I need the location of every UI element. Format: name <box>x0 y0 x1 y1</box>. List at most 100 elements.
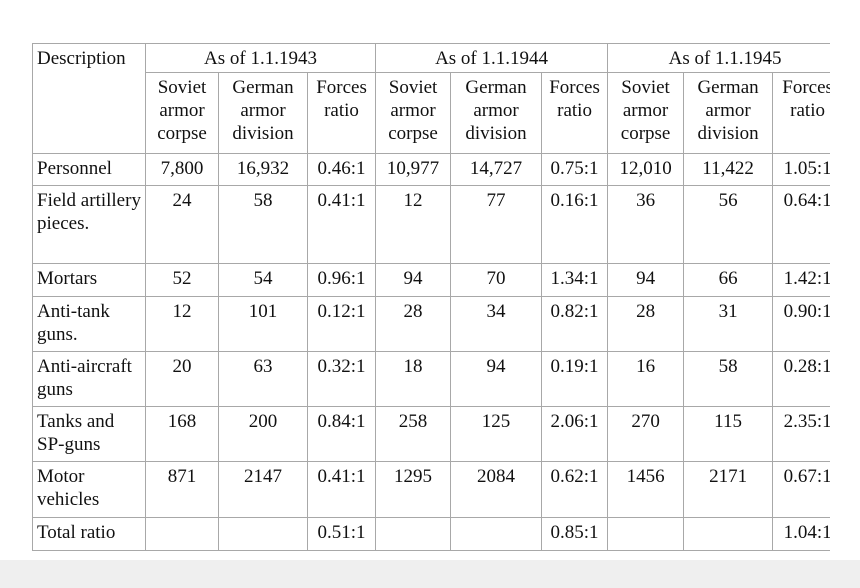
cell <box>375 517 452 551</box>
background-band <box>0 560 860 588</box>
cell: 0.75:1 <box>541 153 609 186</box>
cell: 12,010 <box>607 153 685 186</box>
subheader: Soviet armor corpse <box>375 72 452 154</box>
row-label: Motor vehicles <box>32 461 146 518</box>
cell: 2.35:1 <box>772 406 830 462</box>
cell: 12 <box>145 296 219 352</box>
cell: 0.19:1 <box>541 351 609 407</box>
cell: 0.46:1 <box>306 153 377 186</box>
row-label: Anti-aircraft guns <box>32 351 146 407</box>
cell: 1456 <box>607 461 685 518</box>
cell: 16 <box>607 351 685 407</box>
cell: 58 <box>683 351 774 407</box>
cell: 54 <box>218 263 308 297</box>
cell: 66 <box>683 263 774 297</box>
cell: 1.04:1 <box>772 517 830 551</box>
cell: 77 <box>450 185 543 264</box>
cell: 0.64:1 <box>772 185 830 264</box>
row-label: Total ratio <box>32 517 146 551</box>
data-row: Motor vehicles 871 2147 0.41:1 1295 2084 0.62:… <box>32 461 830 518</box>
cell: 70 <box>450 263 543 297</box>
data-row: Tanks and SP-guns 168 200 0.84:1 258 125 2.06:… <box>32 406 830 462</box>
cell: 63 <box>218 351 308 407</box>
header-row: Description As of 1.1.1943 As of 1.1.1944 A… <box>32 43 830 154</box>
row-label: Anti-tank guns. <box>32 296 146 352</box>
cell: 11,422 <box>683 153 774 186</box>
subheader: Forces ratio <box>772 72 830 154</box>
cell: 14,727 <box>450 153 543 186</box>
subheader: Forces ratio <box>306 72 377 154</box>
cell: 36 <box>607 185 685 264</box>
cell: 1.42:1 <box>772 263 830 297</box>
row-label: Personnel <box>32 153 146 186</box>
cell: 0.32:1 <box>306 351 377 407</box>
cell: 20 <box>145 351 219 407</box>
cell: 16,932 <box>218 153 308 186</box>
cell: 18 <box>375 351 452 407</box>
cell: 94 <box>607 263 685 297</box>
subheader: Soviet armor corpse <box>607 72 685 154</box>
cell: 10,977 <box>375 153 452 186</box>
subheader: German armor division <box>683 72 774 154</box>
cell <box>450 517 543 551</box>
cell: 1295 <box>375 461 452 518</box>
cell: 871 <box>145 461 219 518</box>
description-header: Description <box>32 43 146 154</box>
group-header: As of 1.1.1943 <box>144 43 377 73</box>
data-row: Anti-tank guns. 12 101 0.12:1 28 34 0.82:1 28 31… <box>32 296 830 352</box>
cell: 0.84:1 <box>306 406 377 462</box>
subheader: Soviet armor corpse <box>145 72 219 154</box>
cell: 2171 <box>683 461 774 518</box>
cell <box>683 517 774 551</box>
comparison-table: Description As of 1.1.1943 As of 1.1.1944 A… <box>32 43 830 551</box>
cell: 0.16:1 <box>541 185 609 264</box>
subheader: German armor division <box>450 72 543 154</box>
cell: 0.41:1 <box>306 461 377 518</box>
group-header: As of 1.1.1945 <box>607 43 830 73</box>
cell: 24 <box>145 185 219 264</box>
cell: 58 <box>218 185 308 264</box>
cell: 0.51:1 <box>306 517 377 551</box>
data-row: Personnel 7,800 16,932 0.46:1 10,977 14,727 0.… <box>32 153 830 186</box>
cell: 28 <box>375 296 452 352</box>
row-label: Mortars <box>32 263 146 297</box>
cell: 31 <box>683 296 774 352</box>
cell <box>218 517 308 551</box>
cell: 101 <box>218 296 308 352</box>
cell: 258 <box>375 406 452 462</box>
subheader: Forces ratio <box>541 72 609 154</box>
cell: 56 <box>683 185 774 264</box>
cell: 2147 <box>218 461 308 518</box>
data-row: Anti-aircraft guns 20 63 0.32:1 18 94 0.19:1 16… <box>32 351 830 407</box>
cell: 94 <box>450 351 543 407</box>
cell: 12 <box>375 185 452 264</box>
cell: 0.28:1 <box>772 351 830 407</box>
cell: 34 <box>450 296 543 352</box>
cell: 2084 <box>450 461 543 518</box>
cell: 0.67:1 <box>772 461 830 518</box>
cell: 115 <box>683 406 774 462</box>
data-row: Field artillery pieces. 24 58 0.41:1 12 77 0.1… <box>32 185 830 264</box>
cell: 0.41:1 <box>306 185 377 264</box>
cell: 1.34:1 <box>541 263 609 297</box>
cell: 2.06:1 <box>541 406 609 462</box>
table-viewport: Description As of 1.1.1943 As of 1.1.1944 A… <box>32 43 830 555</box>
cell <box>145 517 219 551</box>
cell: 125 <box>450 406 543 462</box>
cell: 28 <box>607 296 685 352</box>
group-header: As of 1.1.1944 <box>375 43 609 73</box>
cell: 200 <box>218 406 308 462</box>
subheader-row: Soviet armor corpse German armor division… <box>33 72 830 154</box>
cell: 1.05:1 <box>772 153 830 186</box>
cell: 52 <box>145 263 219 297</box>
cell: 0.96:1 <box>306 263 377 297</box>
cell: 0.85:1 <box>541 517 609 551</box>
cell: 94 <box>375 263 452 297</box>
cell: 270 <box>607 406 685 462</box>
data-row: Total ratio 0.51:1 0.85:1 1.04:1 <box>32 517 830 551</box>
cell: 0.90:1 <box>772 296 830 352</box>
row-label: Field artillery pieces. <box>32 185 146 264</box>
subheader: German armor division <box>218 72 308 154</box>
cell: 7,800 <box>145 153 219 186</box>
